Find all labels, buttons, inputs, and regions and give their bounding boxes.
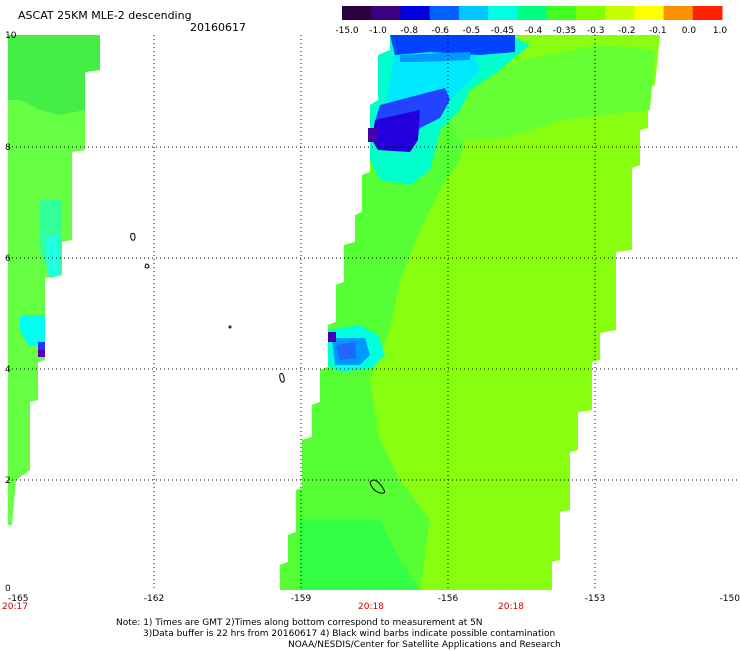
colorbar-swatch [400, 6, 431, 20]
colorbar-swatch [371, 6, 401, 20]
colorbar-label: -0.6 [431, 26, 449, 36]
colorbar-label: -0.45 [491, 26, 514, 36]
colorbar-swatch [575, 6, 606, 20]
lon-label: -156 [438, 594, 459, 604]
lon-label: -162 [144, 594, 164, 604]
colorbar-label: 1.0 [713, 26, 728, 36]
time-labels: 20:17 20:18 20:18 [2, 602, 524, 612]
note-line-3: NOAA/NESDIS/Center for Satellite Applica… [288, 640, 561, 650]
time-label: 20:17 [2, 602, 28, 612]
colorbar-swatch [458, 6, 489, 20]
swath-right [280, 35, 660, 590]
lat-label: 0 [5, 584, 11, 594]
island-outlines [130, 232, 385, 494]
lon-label: -153 [585, 594, 605, 604]
colorbar-label: -0.1 [649, 26, 667, 36]
colorbar-swatch [692, 6, 723, 20]
swath-left [8, 35, 100, 525]
map-date: 20160617 [190, 21, 246, 34]
colorbar-label: -0.4 [525, 26, 543, 36]
colorbar-swatch [488, 6, 518, 20]
colorbar-swatch [546, 6, 577, 20]
lat-label: 10 [5, 31, 17, 41]
colorbar-swatch [517, 6, 548, 20]
lat-label: 2 [5, 476, 11, 486]
latitude-labels: 0 2 4 6 8 10 [5, 31, 17, 594]
colorbar-swatch [663, 6, 694, 20]
colorbar-label: -0.8 [400, 26, 418, 36]
colorbar-label: -0.5 [463, 26, 481, 36]
time-label: 20:18 [358, 602, 384, 612]
colorbar-swatch [605, 6, 635, 20]
lat-label: 6 [5, 254, 11, 264]
colorbar-swatch [342, 6, 372, 20]
colorbar-swatch [429, 6, 460, 20]
colorbar-label: -0.35 [553, 26, 576, 36]
lat-label: 8 [5, 143, 11, 153]
colorbar: -15.0 -1.0 -0.8 -0.6 -0.5 -0.45 -0.4 -0.35 -0.3 -… [335, 6, 727, 36]
time-label: 20:18 [498, 602, 524, 612]
lon-label: -159 [291, 594, 312, 604]
colorbar-label: -1.0 [369, 26, 387, 36]
lat-label: 4 [5, 365, 11, 375]
grid-lines [8, 35, 740, 590]
colorbar-label: -0.3 [587, 26, 605, 36]
note-line-2: 3)Data buffer is 22 hrs from 20160617 4)… [143, 629, 556, 639]
colorbar-label: -15.0 [335, 26, 359, 36]
lon-label: -165 [8, 594, 28, 604]
longitude-labels: -165 -162 -159 -156 -153 -150 [8, 594, 740, 604]
lon-label: -150 [720, 594, 740, 604]
colorbar-label: -0.2 [618, 26, 636, 36]
colorbar-swatch [634, 6, 665, 20]
map-title: ASCAT 25KM MLE-2 descending [18, 9, 192, 22]
colorbar-label: 0.0 [682, 26, 697, 36]
note-line-1: Note: 1) Times are GMT 2)Times along bot… [116, 618, 483, 628]
